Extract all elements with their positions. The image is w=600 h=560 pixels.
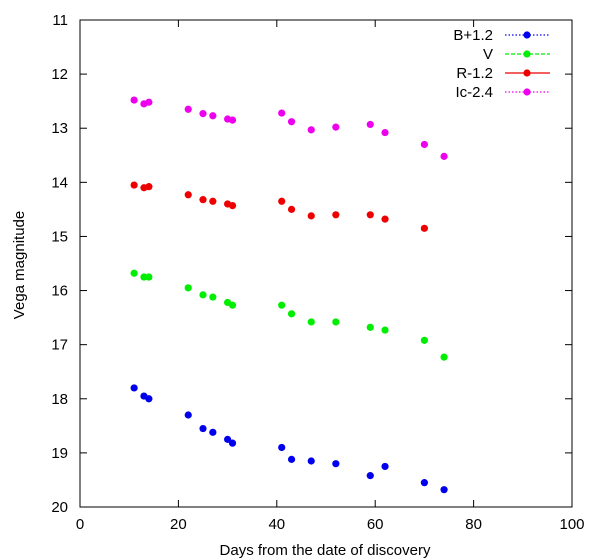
y-axis: 11 12 13 14 15 16 17 18 19 20 (51, 12, 572, 516)
data-point (307, 318, 315, 326)
data-point (366, 323, 374, 331)
data-point (287, 310, 296, 318)
data-point (228, 202, 237, 210)
x-tick-label: 100 (559, 516, 584, 533)
data-point (130, 96, 138, 104)
data-point (440, 353, 448, 361)
y-tick-label: 16 (51, 283, 68, 300)
data-point (381, 128, 389, 137)
y-tick-label: 12 (51, 66, 68, 83)
legend-marker (523, 50, 531, 58)
data-point (278, 109, 286, 117)
y-tick-label: 13 (51, 120, 68, 137)
data-point (145, 183, 153, 191)
data-point (199, 424, 207, 433)
y-tick-label: 11 (52, 12, 68, 29)
data-point (381, 326, 389, 334)
data-point (420, 140, 428, 149)
series-1 (130, 269, 448, 361)
series-0 (130, 384, 448, 494)
data-points (130, 96, 448, 494)
data-point (440, 486, 448, 494)
data-point (278, 197, 286, 205)
y-tick-label: 14 (51, 174, 68, 191)
data-point (130, 181, 138, 189)
data-point (287, 455, 296, 463)
plot-border (79, 19, 573, 508)
x-tick-label: 0 (76, 516, 84, 533)
data-point (332, 123, 340, 131)
data-point (199, 196, 207, 204)
data-point (278, 301, 286, 309)
data-point (381, 462, 389, 471)
x-tick-label: 20 (170, 516, 187, 533)
data-point (209, 197, 217, 205)
data-point (278, 443, 286, 452)
legend-marker (523, 88, 531, 96)
series-3 (130, 96, 448, 160)
legend-label: B+1.2 (453, 27, 493, 44)
x-axis: 0 20 40 60 80 100 (76, 20, 585, 533)
data-point (199, 110, 207, 118)
data-point (381, 215, 389, 223)
data-point (440, 152, 448, 160)
data-point (228, 116, 237, 124)
y-axis-label: Vega magnitude (11, 211, 28, 319)
data-point (366, 120, 374, 129)
data-point (145, 395, 153, 403)
y-tick-label: 17 (51, 337, 68, 354)
legend-label: Ic-2.4 (455, 84, 493, 101)
series-2 (130, 181, 428, 232)
data-point (307, 457, 315, 465)
data-point (184, 411, 192, 419)
data-point (366, 472, 374, 480)
data-point (184, 191, 192, 199)
y-tick-label: 15 (51, 228, 68, 245)
data-point (332, 211, 340, 219)
data-point (140, 273, 148, 281)
data-point (307, 212, 315, 220)
data-point (307, 126, 315, 134)
data-point (287, 205, 296, 213)
data-point (224, 435, 232, 443)
y-tick-label: 19 (51, 445, 68, 462)
x-tick-label: 40 (268, 516, 285, 533)
data-point (209, 293, 217, 301)
plot-frame (79, 19, 573, 508)
legend-marker (523, 69, 531, 77)
legend: B+1.2 V R-1.2 Ic-2.4 (453, 27, 550, 101)
data-point (366, 211, 374, 219)
data-point (332, 460, 340, 468)
data-point (209, 428, 217, 436)
data-point (145, 273, 153, 281)
data-point (130, 384, 138, 392)
data-point (209, 112, 217, 120)
x-tick-label: 60 (367, 516, 384, 533)
data-point (332, 318, 340, 326)
data-point (420, 336, 428, 344)
data-point (184, 105, 192, 113)
x-tick-label: 80 (465, 516, 482, 533)
y-tick-label: 18 (51, 391, 68, 408)
legend-marker (523, 31, 531, 39)
data-point (184, 284, 192, 292)
data-point (145, 98, 153, 106)
data-point (420, 224, 428, 232)
data-point (228, 301, 237, 309)
data-point (287, 118, 296, 126)
data-point (228, 439, 237, 447)
data-point (420, 479, 428, 487)
data-point (199, 291, 207, 299)
legend-label: R-1.2 (456, 65, 493, 82)
y-tick-label: 20 (51, 499, 68, 516)
data-point (130, 269, 138, 277)
x-axis-label: Days from the date of discovery (220, 542, 431, 559)
legend-label: V (483, 46, 493, 63)
